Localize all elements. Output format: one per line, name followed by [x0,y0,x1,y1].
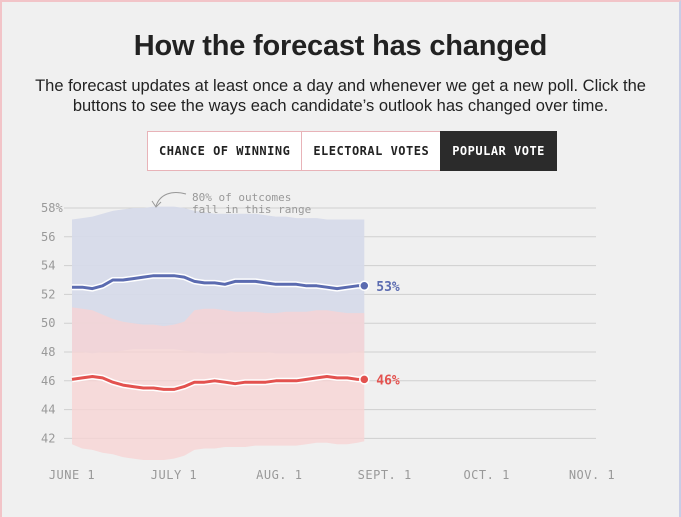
series-end-label-blue: 53% [376,280,400,295]
y-tick-label-54: 54 [41,259,55,273]
y-tick-label-52: 52 [41,287,55,301]
series-end-dot-red [359,374,370,385]
series-line-red [71,375,365,391]
metric-toggle-group: CHANCE OF WINNING ELECTORAL VOTES POPULA… [147,131,557,171]
x-tick-label-4: OCT. 1 [463,468,509,482]
tab-chance-of-winning[interactable]: CHANCE OF WINNING [147,131,303,171]
popular-vote-chart: 53% 46% 42 44 46 48 50 52 54 56 58% JUNE 1 JULY 1 AUG… [41,191,615,482]
y-tick-label-44: 44 [41,403,55,417]
y-tick-label-42: 42 [41,431,55,445]
tab-electoral-votes[interactable]: ELECTORAL VOTES [301,131,442,171]
series-end-dot-blue [359,280,370,292]
y-tick-label-50: 50 [41,316,55,330]
y-tick-label-56: 56 [41,230,55,244]
y-tick-label-46: 46 [41,374,55,388]
annotation-arrow [155,192,187,207]
annotation-text-line-1: 80% of outcomes [192,191,291,204]
x-tick-label-5: NOV. 1 [569,468,615,482]
tab-popular-vote[interactable]: POPULAR VOTE [440,131,557,171]
series-end-label-red: 46% [376,373,400,388]
x-tick-label-3: SEPT. 1 [358,468,412,482]
page-subtitle: The forecast updates at least once a day… [35,77,646,115]
x-tick-label-0: JUNE 1 [49,468,95,482]
annotation-arrowhead [151,200,162,208]
y-tick-label-58: 58% [41,201,63,215]
page-title: How the forecast has changed [133,30,548,62]
annotation-text-line-2: fall in this range [192,203,311,216]
series-line-blue [72,274,365,291]
y-tick-label-48: 48 [41,345,55,359]
x-tick-label-2: AUG. 1 [256,468,302,482]
x-tick-label-1: JULY 1 [151,468,197,482]
